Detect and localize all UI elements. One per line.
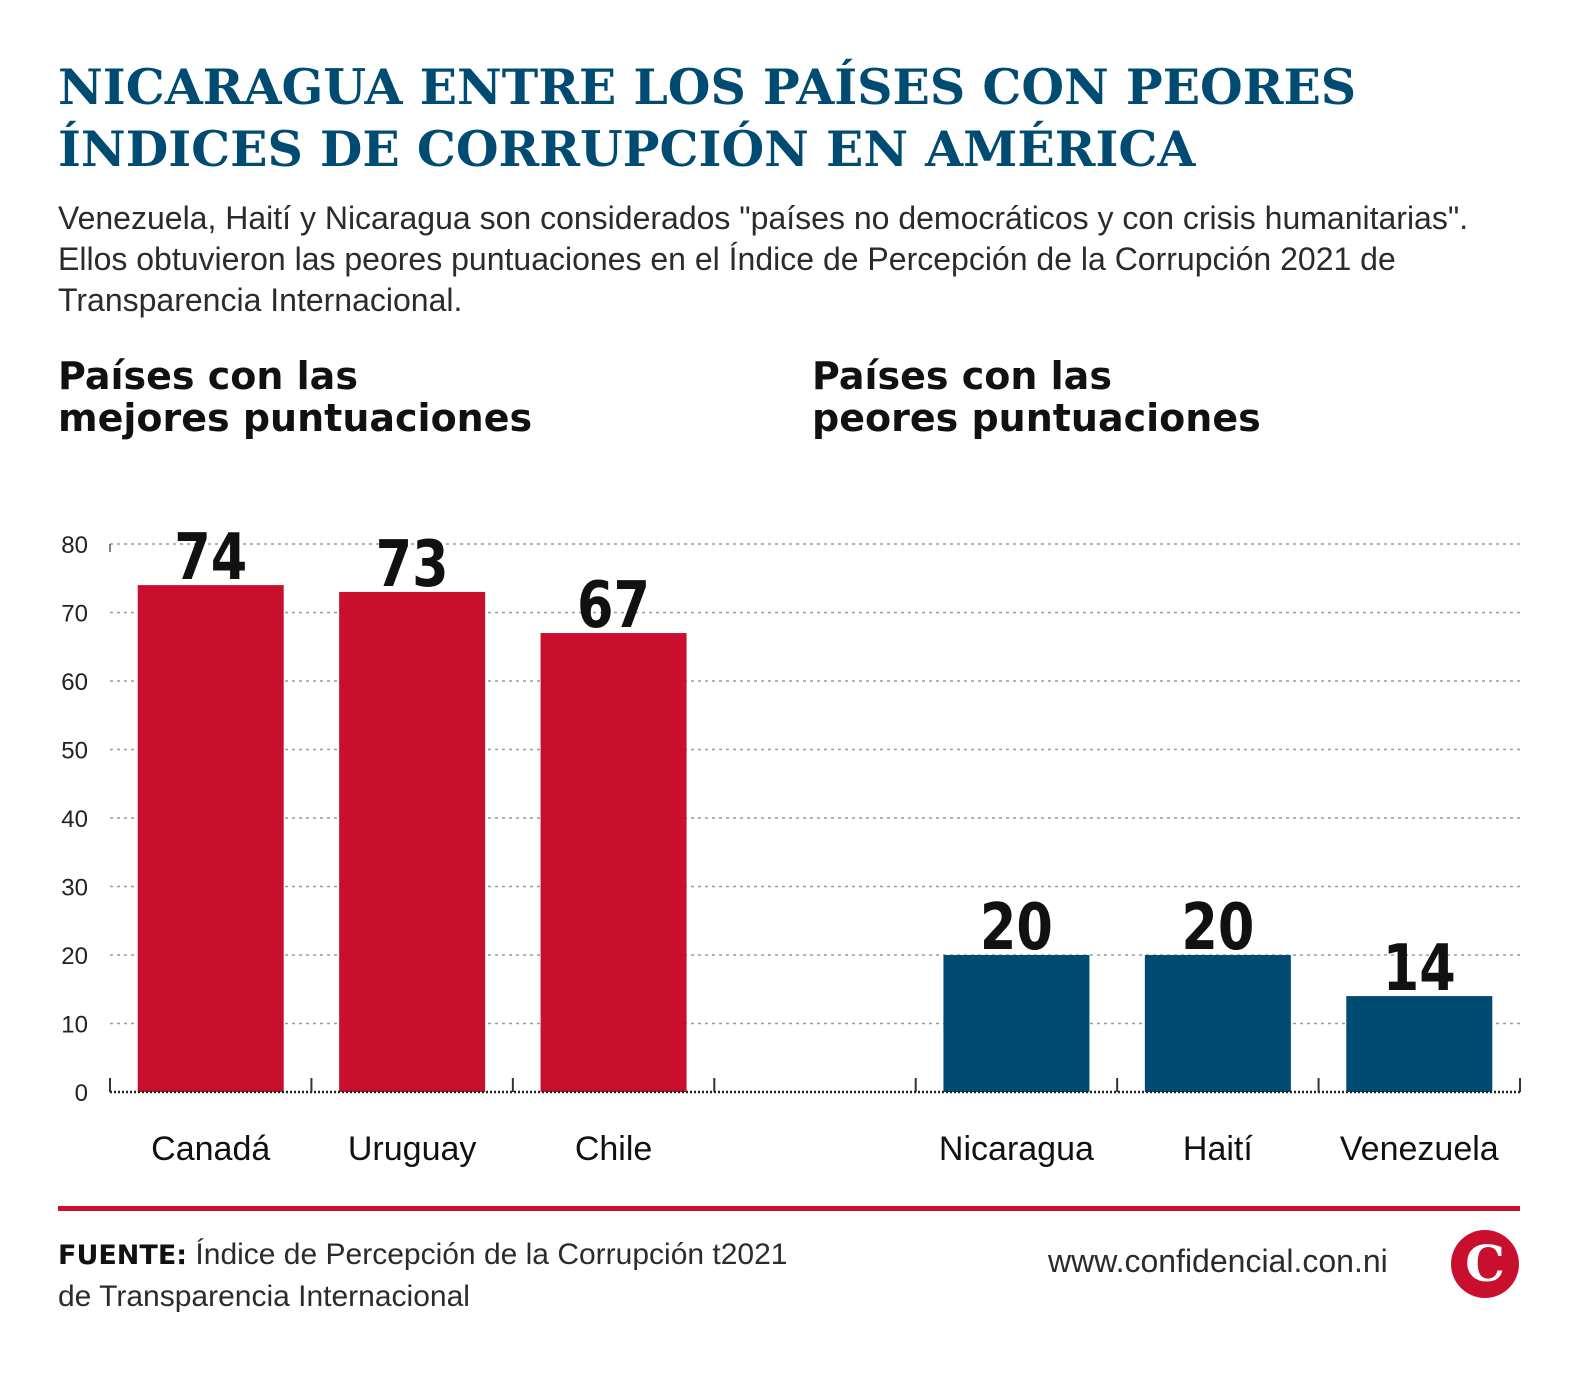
y-tick-label: 40 [61,806,88,833]
source-label: FUENTE: [58,1240,188,1271]
bar-value-label: 14 [1383,931,1456,1005]
y-tick-label: 80 [61,532,88,559]
bar-value-label: 67 [577,568,650,642]
bar-chart: 0 10 20 30 40 50 60 70 80 74 Canadá 73 Uruguay 67 Chil… [61,520,1521,1168]
title-line-1: NICARAGUA ENTRE LOS PAÍSES CON PEORES [58,58,1357,116]
x-category-label: Nicaragua [939,1130,1094,1168]
source-text: Índice de Percepción de la Corrupción t2… [58,1238,788,1313]
x-category-label: Haití [1183,1130,1253,1168]
bar [339,591,486,1092]
x-category-label: Venezuela [1340,1130,1499,1168]
bar-value-label: 74 [174,520,247,594]
y-tick-label: 0 [75,1080,88,1107]
page-title: NICARAGUA ENTRE LOS PAÍSES CON PEORES ÍN… [58,56,1538,180]
y-tick-label: 10 [61,1012,88,1039]
bar [943,955,1090,1092]
bar [1144,955,1291,1092]
bar-value-label: 20 [980,890,1053,964]
x-category-label: Uruguay [348,1130,477,1168]
bar-value-label: 20 [1181,890,1254,964]
best-scores-heading: Países con las mejores puntuaciones [58,354,533,440]
x-category-label: Canadá [151,1130,270,1168]
source-note: FUENTE: Índice de Percepción de la Corru… [58,1234,818,1317]
y-tick-label: 30 [61,875,88,902]
footer-divider [58,1206,1520,1211]
bar [137,585,284,1092]
y-tick-label: 20 [61,943,88,970]
confidencial-logo-icon: C [1451,1230,1519,1298]
title-line-2: ÍNDICES DE CORRUPCIÓN EN AMÉRICA [58,120,1196,178]
y-tick-label: 50 [61,738,88,765]
website-link[interactable]: www.confidencial.con.ni [1048,1243,1388,1279]
bar [540,633,687,1092]
subtitle: Venezuela, Haití y Nicaragua son conside… [58,200,1469,318]
y-tick-label: 70 [61,601,88,628]
bar-value-label: 73 [376,527,449,601]
bar [1346,996,1493,1092]
x-category-label: Chile [575,1130,652,1168]
y-tick-label: 60 [61,669,88,696]
worst-scores-heading: Países con las peores puntuaciones [812,354,1261,440]
